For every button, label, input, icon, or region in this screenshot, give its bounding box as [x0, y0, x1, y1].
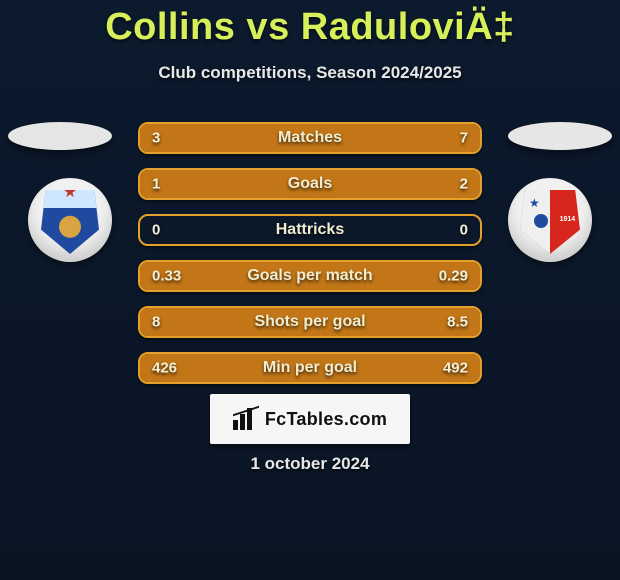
stat-value-right: 492: [443, 360, 468, 377]
stat-row: 426492Min per goal: [138, 352, 482, 384]
stat-row: 88.5Shots per goal: [138, 306, 482, 338]
stat-fill-left: [140, 308, 303, 336]
brand-icon: [233, 408, 257, 430]
stat-value-left: 0.33: [152, 268, 181, 285]
page-subtitle: Club competitions, Season 2024/2025: [0, 63, 620, 83]
brand-text: FcTables.com: [265, 409, 387, 430]
stat-value-left: 8: [152, 314, 160, 331]
stat-value-left: 1: [152, 176, 160, 193]
stats-rows: 37Matches12Goals00Hattricks0.330.29Goals…: [138, 122, 482, 398]
stat-value-left: 3: [152, 130, 160, 147]
stat-value-right: 0: [460, 222, 468, 239]
stat-fill-right: [242, 124, 480, 152]
stat-row: 37Matches: [138, 122, 482, 154]
stat-row: 0 0Hattricks: [138, 214, 482, 246]
player-left-plate: [8, 122, 112, 150]
club-crest-right: ★ 1914: [500, 178, 600, 262]
page-title: Collins vs RaduloviÄ‡: [0, 0, 620, 49]
stat-value-right: 2: [460, 176, 468, 193]
stat-value-left: 426: [152, 360, 177, 377]
club-crest-left: ★: [20, 178, 120, 262]
player-right-plate: [508, 122, 612, 150]
stat-value-left: 0: [152, 222, 160, 239]
stat-row: 0.330.29Goals per match: [138, 260, 482, 292]
stat-value-right: 8.5: [447, 314, 468, 331]
stat-row: 12Goals: [138, 168, 482, 200]
stat-label: Hattricks: [140, 221, 480, 239]
stat-fill-right: [252, 170, 480, 198]
stat-value-right: 0.29: [439, 268, 468, 285]
date-label: 1 october 2024: [0, 454, 620, 474]
stat-value-right: 7: [460, 130, 468, 147]
brand-badge: FcTables.com: [210, 394, 410, 444]
